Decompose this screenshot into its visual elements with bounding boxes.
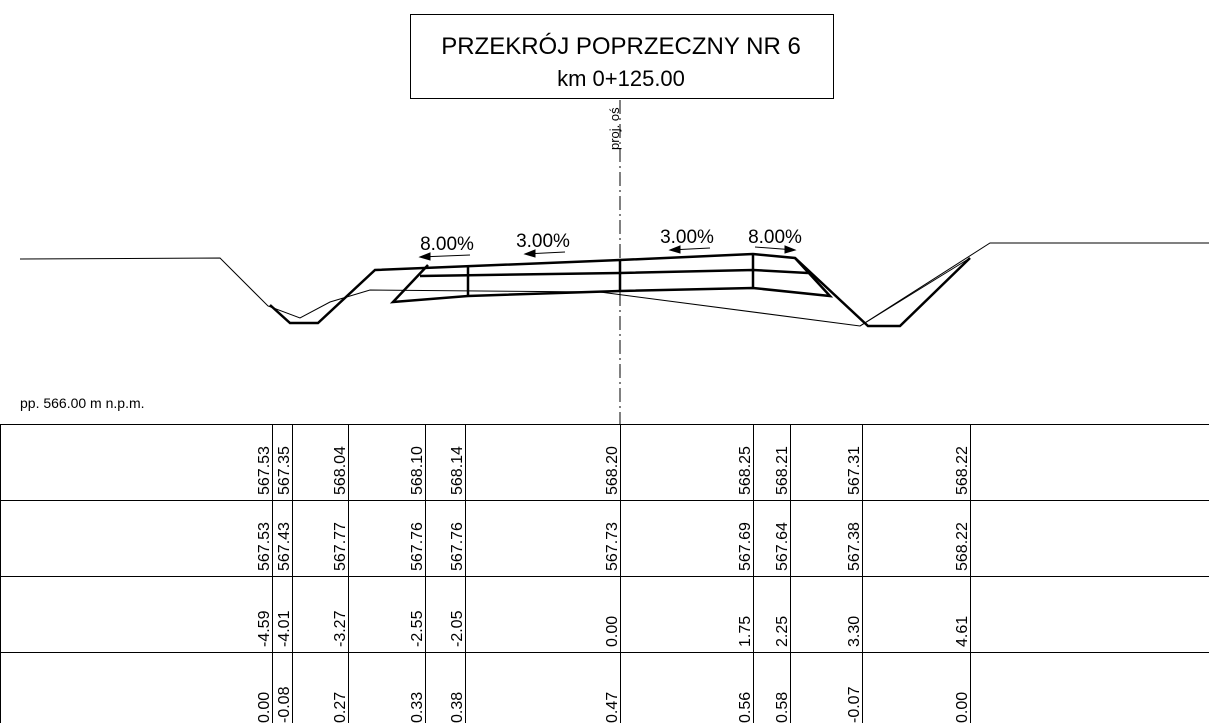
table-cell: 568.14 (449, 446, 466, 495)
slope-arrows (418, 245, 797, 261)
title: PRZEKRÓJ POPRZECZNY NR 6 (441, 33, 801, 60)
table-cell: 0.00 (604, 616, 621, 647)
datum-label: pp. 566.00 m n.p.m. (20, 395, 145, 411)
table-cell: 0.00 (256, 692, 273, 723)
table-cell: -4.59 (256, 610, 273, 647)
table-cell: 0.47 (604, 692, 621, 723)
table-cell: 2.25 (774, 616, 791, 647)
table-cell: 567.43 (276, 522, 293, 571)
table-cell: 568.04 (332, 446, 349, 495)
table-cell: 567.38 (846, 522, 863, 571)
road-outline (269, 252, 971, 328)
table-cell: 568.10 (409, 446, 426, 495)
slope-label: 8.00% (748, 227, 802, 248)
table-cell: 567.69 (737, 522, 754, 571)
table-cell: -3.27 (332, 610, 349, 647)
table-cell: 567.76 (409, 522, 426, 571)
table-cell: 567.77 (332, 522, 349, 571)
table-cell: 567.73 (604, 522, 621, 571)
table-cell: 0.38 (449, 692, 466, 723)
table-cell: 0.33 (409, 692, 426, 723)
table-cell: 568.21 (774, 446, 791, 495)
table-cell: 0.00 (954, 692, 971, 723)
table-cell: -2.55 (409, 610, 426, 647)
table-cell: 4.61 (954, 616, 971, 647)
table-cell: -0.08 (276, 686, 293, 723)
slope-label: 8.00% (420, 234, 474, 255)
table-cell: 567.35 (276, 446, 293, 495)
table-cell: 567.53 (256, 446, 273, 495)
road-layer (419, 268, 809, 278)
table-cell: -0.07 (846, 686, 863, 723)
slope-label: 3.00% (660, 227, 714, 248)
table-cell: -2.05 (449, 610, 466, 647)
terrain (859, 257, 971, 327)
table-cell: 568.20 (604, 446, 621, 495)
table-cell: 1.75 (737, 616, 754, 647)
table-cell: 567.76 (449, 522, 466, 571)
table-cell: 0.56 (737, 692, 754, 723)
table-cell: 0.58 (774, 692, 791, 723)
table-cell: 568.22 (954, 522, 971, 571)
table-cell: 568.25 (737, 446, 754, 495)
title-box (410, 14, 834, 99)
table-cell: 0.27 (332, 692, 349, 723)
table-cell: 567.64 (774, 522, 791, 571)
road-layer (389, 257, 834, 304)
table-cell: 567.53 (256, 522, 273, 571)
subtitle: km 0+125.00 (557, 66, 685, 91)
table-cell: -4.01 (276, 610, 293, 647)
table-cell: 567.31 (846, 446, 863, 495)
table-cell: 3.30 (846, 616, 863, 647)
table-cell: 568.22 (954, 446, 971, 495)
slope-label: 3.00% (516, 231, 570, 252)
terrain (19, 242, 1209, 327)
axis-label: proj. oś (607, 107, 622, 150)
